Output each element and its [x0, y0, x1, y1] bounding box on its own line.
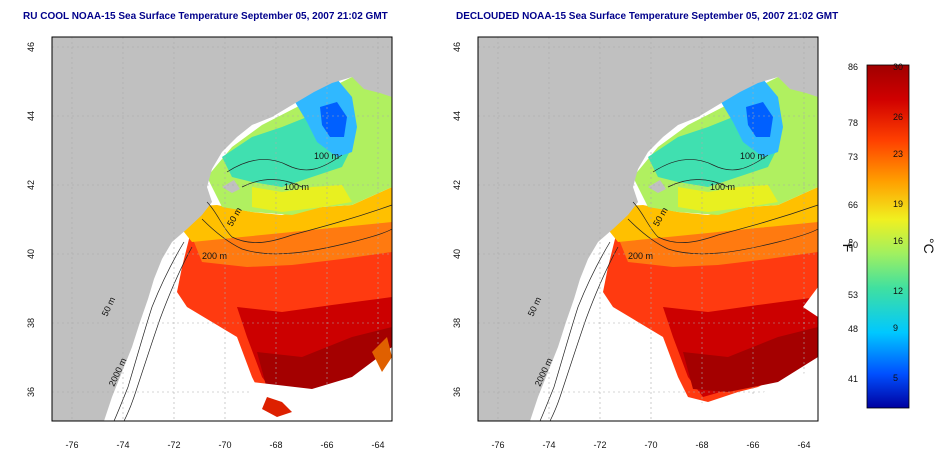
y-tick-label: 38 [26, 318, 36, 328]
x-axis-left: -76 -74 -72 -70 -68 -66 -64 [65, 440, 384, 450]
x-tick-label: -74 [542, 440, 555, 450]
y-tick-label: 40 [26, 249, 36, 259]
x-tick-label: -76 [491, 440, 504, 450]
y-tick-label: 36 [452, 387, 462, 397]
map-title-declouded: DECLOUDED NOAA-15 Sea Surface Temperatur… [456, 11, 839, 22]
c-tick-label: 5 [893, 373, 898, 383]
f-tick-label: 78 [848, 118, 858, 128]
x-tick-label: -76 [65, 440, 78, 450]
y-tick-label: 42 [26, 180, 36, 190]
y-tick-label: 40 [452, 249, 462, 259]
c-tick-label: 30 [893, 62, 903, 72]
y-tick-label: 46 [452, 42, 462, 52]
contour-label: 100 m [740, 151, 765, 161]
x-tick-label: -68 [269, 440, 282, 450]
x-tick-label: -74 [116, 440, 129, 450]
f-tick-label: 53 [848, 290, 858, 300]
f-tick-label: 66 [848, 200, 858, 210]
f-tick-label: 41 [848, 374, 858, 384]
x-tick-label: -66 [746, 440, 759, 450]
colorbar-f-ticks: 86 78 73 66 60 53 48 41 [848, 62, 858, 384]
y-tick-label: 44 [26, 111, 36, 121]
y-tick-label: 38 [452, 318, 462, 328]
x-tick-label: -64 [371, 440, 384, 450]
colorbar-unit-c: °C [921, 238, 937, 254]
f-tick-label: 86 [848, 62, 858, 72]
c-tick-label: 26 [893, 112, 903, 122]
contour-label: 100 m [710, 182, 735, 192]
y-axis-right: 46 44 42 40 38 36 [452, 42, 462, 397]
sst-map-declouded: 100 m 100 m 50 m 200 m 50 m 2000 m [477, 36, 819, 422]
colorbar-gradient [866, 64, 910, 409]
f-tick-label: 48 [848, 324, 858, 334]
contour-label: 100 m [284, 182, 309, 192]
f-tick-label: 60 [848, 240, 858, 250]
x-tick-label: -72 [593, 440, 606, 450]
x-tick-label: -70 [644, 440, 657, 450]
c-tick-label: 12 [893, 286, 903, 296]
x-tick-label: -64 [797, 440, 810, 450]
x-tick-label: -72 [167, 440, 180, 450]
y-tick-label: 46 [26, 42, 36, 52]
x-axis-right: -76 -74 -72 -70 -68 -66 -64 [491, 440, 810, 450]
f-tick-label: 73 [848, 152, 858, 162]
y-tick-label: 42 [452, 180, 462, 190]
y-tick-label: 44 [452, 111, 462, 121]
contour-label: 100 m [314, 151, 339, 161]
contour-label: 200 m [202, 251, 227, 261]
colorbar-unit-f: °F [840, 238, 856, 252]
c-tick-label: 16 [893, 236, 903, 246]
y-axis-left: 46 44 42 40 38 36 [26, 42, 36, 397]
x-tick-label: -68 [695, 440, 708, 450]
c-tick-label: 23 [893, 149, 903, 159]
map-title-raw: RU COOL NOAA-15 Sea Surface Temperature … [23, 11, 388, 22]
contour-label: 200 m [628, 251, 653, 261]
x-tick-label: -70 [218, 440, 231, 450]
sst-map-raw: 100 m 100 m 50 m 200 m 50 m 2000 m [51, 36, 393, 422]
y-tick-label: 36 [26, 387, 36, 397]
colorbar-c-ticks: 30 26 23 19 16 12 9 5 [893, 62, 903, 383]
x-tick-label: -66 [320, 440, 333, 450]
c-tick-label: 9 [893, 323, 898, 333]
c-tick-label: 19 [893, 199, 903, 209]
colorbar: 86 78 73 66 60 53 48 41 30 26 23 19 16 1… [840, 62, 937, 409]
